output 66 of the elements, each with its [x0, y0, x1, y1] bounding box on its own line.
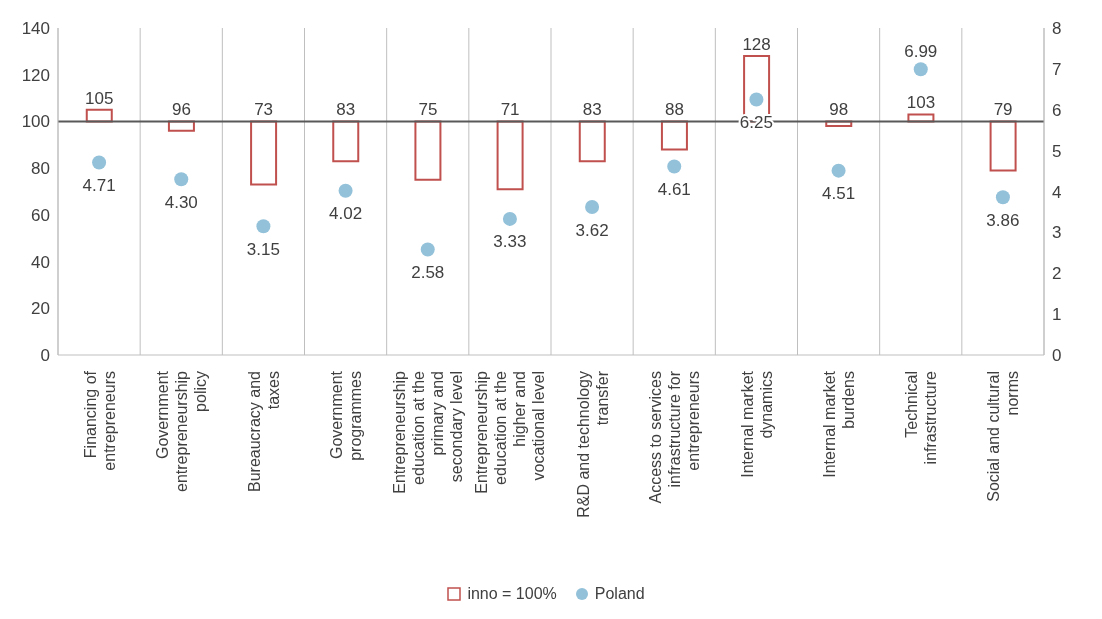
legend-label: Poland [594, 585, 645, 603]
point [338, 183, 353, 198]
data-label: 4.61 [657, 180, 691, 200]
y2-tick-label: 7 [1052, 59, 1062, 79]
bar [578, 120, 606, 163]
data-label: 71 [500, 100, 520, 120]
point [502, 211, 517, 226]
y-tick-label: 20 [31, 299, 50, 319]
data-label: 75 [418, 100, 438, 120]
data-label: 105 [85, 88, 114, 108]
bar [660, 120, 688, 151]
data-label: 103 [906, 93, 936, 113]
data-label: 4.02 [329, 204, 363, 224]
data-label: 6.99 [904, 41, 938, 61]
x-tick-label: Social and cultural norms [985, 371, 1022, 502]
data-label: 4.71 [82, 175, 116, 195]
bar [332, 120, 360, 163]
data-label: 2.58 [411, 263, 445, 283]
data-label: 96 [171, 100, 191, 120]
point [420, 242, 435, 257]
y-tick-label: 40 [31, 252, 50, 272]
y2-tick-label: 4 [1052, 182, 1062, 202]
data-label: 4.51 [822, 184, 856, 204]
data-label: 79 [993, 100, 1013, 120]
y2-tick-label: 6 [1052, 100, 1062, 120]
point [749, 92, 764, 107]
bar [414, 120, 442, 181]
data-label: 4.30 [164, 192, 198, 212]
bar [989, 120, 1017, 172]
data-label: 128 [742, 35, 771, 55]
y2-tick-label: 3 [1052, 223, 1062, 243]
legend-label: inno = 100% [467, 585, 557, 603]
x-tick-label: Financing of entrepreneurs [81, 370, 118, 471]
point [256, 219, 271, 234]
y-tick-label: 80 [31, 159, 50, 179]
y-tick-label: 60 [31, 205, 50, 225]
data-label: 98 [829, 100, 849, 120]
data-label: 73 [254, 100, 274, 120]
data-label: 3.33 [493, 232, 527, 252]
y-tick-label: 0 [40, 346, 50, 366]
y2-tick-label: 8 [1052, 19, 1062, 39]
data-label: 3.62 [575, 220, 609, 240]
data-label: 83 [582, 100, 602, 120]
x-tick-label: Internal market burdens [821, 370, 858, 478]
point [913, 62, 928, 77]
point [831, 163, 846, 178]
point [174, 172, 189, 187]
point [585, 200, 600, 215]
data-label: 3.15 [246, 239, 280, 259]
point [995, 190, 1010, 205]
bar [496, 120, 524, 191]
data-label: 3.86 [986, 210, 1020, 230]
y2-tick-label: 0 [1052, 346, 1062, 366]
point [667, 159, 682, 174]
y2-tick-label: 2 [1052, 264, 1062, 284]
y2-tick-label: 1 [1052, 305, 1062, 325]
y-tick-label: 140 [21, 19, 50, 39]
x-tick-label: Bureaucracy and taxes [245, 371, 282, 492]
data-label: 88 [664, 100, 684, 120]
point [92, 155, 107, 170]
bar [250, 120, 278, 186]
y2-tick-label: 5 [1052, 141, 1062, 161]
x-tick-label: Government entrepreneurship policy [154, 370, 210, 492]
y-tick-label: 100 [21, 112, 50, 132]
data-label: 83 [336, 100, 356, 120]
y-tick-label: 120 [21, 65, 50, 85]
